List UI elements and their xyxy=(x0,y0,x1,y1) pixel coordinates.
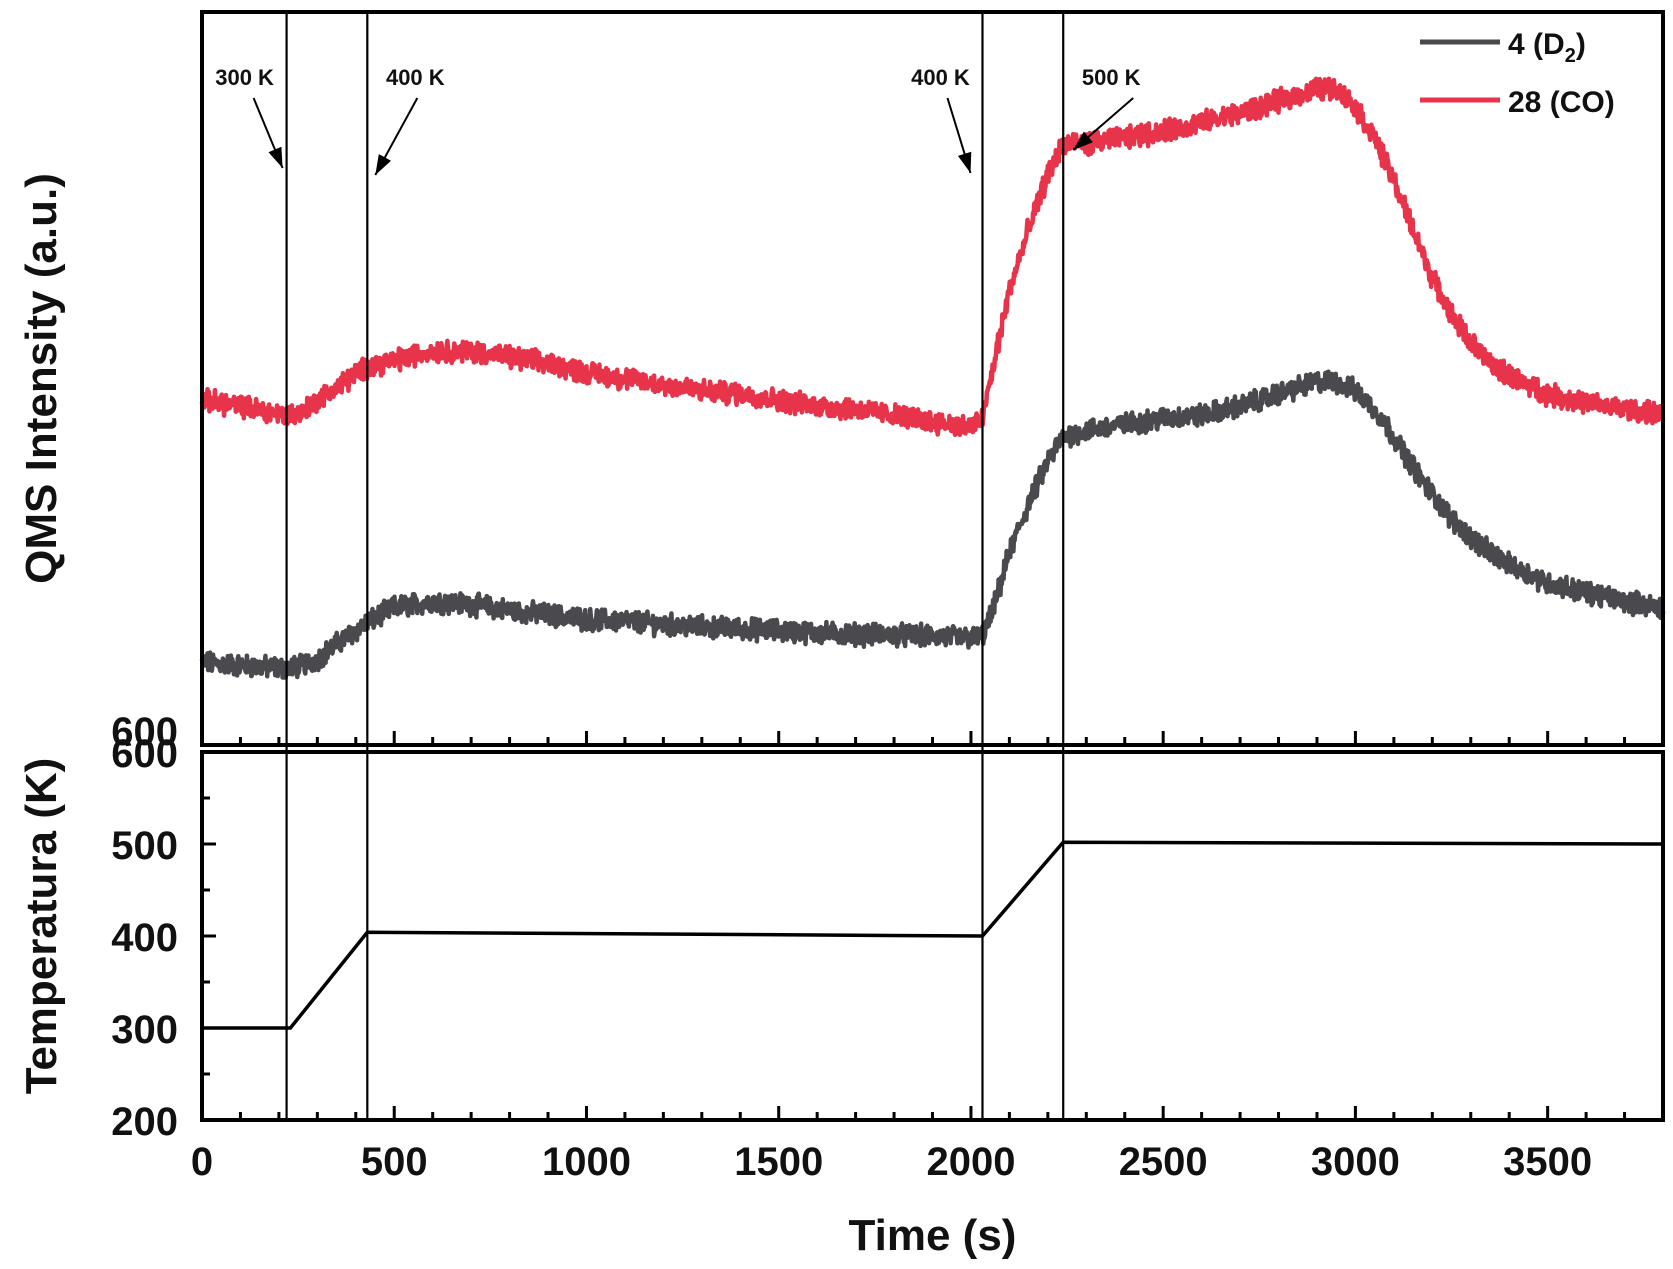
x-tick-label: 1500 xyxy=(734,1140,823,1184)
x-tick-label: 3000 xyxy=(1311,1140,1400,1184)
series-line-temperature xyxy=(202,840,1664,1030)
x-tick-label: 2000 xyxy=(926,1140,1015,1184)
annotation-label: 500 K xyxy=(1082,65,1141,90)
annotation-arrowhead xyxy=(375,154,391,175)
series-line-D2 xyxy=(199,369,1666,680)
x-tick-label: 500 xyxy=(361,1140,428,1184)
annotation-label: 400 K xyxy=(911,65,970,90)
annotation-arrowhead xyxy=(268,146,283,168)
legend-label-D2: 4 (D2) xyxy=(1508,28,1586,67)
x-tick-label: 2500 xyxy=(1119,1140,1208,1184)
annotation-arrowhead xyxy=(957,151,972,173)
x-tick-label: 3500 xyxy=(1503,1140,1592,1184)
chart-marks xyxy=(199,76,1666,1030)
y-tick-label: 400 xyxy=(111,916,178,960)
annotation-arrowhead xyxy=(1073,131,1093,150)
y-tick-label: 600 xyxy=(111,732,178,776)
y-tick-label: 300 xyxy=(111,1008,178,1052)
legend-label-CO: 28 (CO) xyxy=(1508,86,1615,119)
y-tick-label: 200 xyxy=(111,1100,178,1144)
y-axis-title-upper: QMS Intensity (a.u.) xyxy=(17,173,66,584)
y-tick-label-extra: 600 xyxy=(111,710,178,754)
annotation-label: 300 K xyxy=(215,65,274,90)
annotation-label: 400 K xyxy=(386,65,445,90)
y-tick-label: 500 xyxy=(111,824,178,868)
x-tick-label: 0 xyxy=(191,1140,213,1184)
x-tick-label: 1000 xyxy=(542,1140,631,1184)
axes-frame xyxy=(200,10,1665,1122)
y-axis-title-lower: Temperatura (K) xyxy=(17,758,66,1095)
series-line-CO xyxy=(199,76,1666,438)
x-axis-title: Time (s) xyxy=(849,1211,1017,1260)
chart-labels: 0 500 1000 1500 2000 2500 3000 3500 200 300 400 500… xyxy=(17,28,1615,1260)
